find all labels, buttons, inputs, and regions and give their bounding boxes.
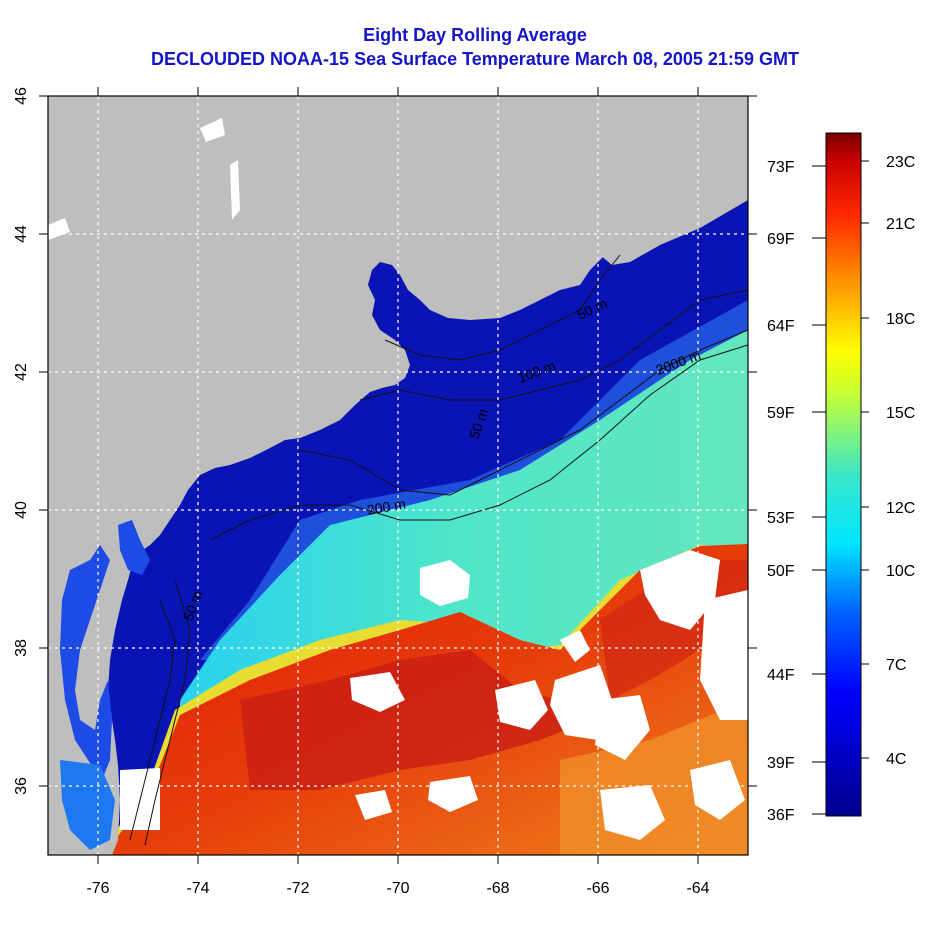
- contour-100m: [359, 289, 748, 401]
- lon-tick-label: -72: [286, 880, 309, 897]
- celsius-label: 10C: [886, 563, 915, 580]
- contour-200m: [299, 329, 748, 496]
- temperature-colorbar: [825, 132, 862, 817]
- fahrenheit-label: 44F: [767, 667, 795, 684]
- lon-tick-label: -64: [686, 880, 709, 897]
- contour-inner-shelf: [144, 579, 191, 846]
- fahrenheit-label: 69F: [767, 231, 795, 248]
- celsius-label: 4C: [886, 751, 906, 768]
- fahrenheit-label: 50F: [767, 563, 795, 580]
- contour-label: 200 m: [366, 495, 407, 518]
- celsius-label: 7C: [886, 657, 906, 674]
- map-subtitle: DECLOUDED NOAA-15 Sea Surface Temperatur…: [151, 49, 799, 69]
- lon-tick-label: -68: [486, 880, 509, 897]
- lon-tick-label: -74: [186, 880, 209, 897]
- axis-ticks: [39, 87, 757, 864]
- fahrenheit-label: 36F: [767, 807, 795, 824]
- lat-tick-label: 42: [13, 363, 30, 381]
- nova-scotia-land: [600, 96, 748, 265]
- lat-tick-label: 40: [13, 501, 30, 519]
- chesapeake-bay: [60, 545, 112, 780]
- latitude-labels: 46 44 42 40 38 36: [13, 87, 30, 795]
- contour-shelf-edge: [129, 599, 176, 841]
- pamlico-sound: [60, 760, 115, 850]
- lat-tick-label: 36: [13, 777, 30, 795]
- celsius-ticks: [861, 160, 869, 759]
- celsius-label: 18C: [886, 311, 915, 328]
- celsius-label: 23C: [886, 154, 915, 171]
- celsius-scale: 23C 21C 18C 15C 12C 10C 7C 4C: [886, 154, 915, 768]
- lakes: [48, 118, 240, 240]
- celsius-label: 21C: [886, 216, 915, 233]
- lat-tick-label: 44: [13, 225, 30, 243]
- bathymetry-contours: [129, 254, 748, 846]
- contour-2000m: [209, 344, 748, 541]
- celsius-label: 15C: [886, 405, 915, 422]
- lat-tick-label: 46: [13, 87, 30, 105]
- fahrenheit-label: 53F: [767, 510, 795, 527]
- lon-tick-label: -70: [386, 880, 409, 897]
- fahrenheit-label: 59F: [767, 405, 795, 422]
- fahrenheit-label: 64F: [767, 318, 795, 335]
- lat-tick-label: 38: [13, 639, 30, 657]
- lon-tick-label: -76: [86, 880, 109, 897]
- map-title: Eight Day Rolling Average: [363, 25, 587, 45]
- fahrenheit-scale: 73F 69F 64F 59F 53F 50F 44F 39F 36F: [767, 159, 795, 824]
- delaware-bay: [118, 520, 150, 575]
- fahrenheit-label: 39F: [767, 755, 795, 772]
- celsius-label: 12C: [886, 500, 915, 517]
- fahrenheit-ticks: [812, 165, 826, 815]
- longitude-labels: -76 -74 -72 -70 -68 -66 -64: [86, 880, 709, 897]
- gulf-stream-core: [240, 650, 590, 790]
- land-mass: [48, 96, 748, 855]
- fahrenheit-label: 73F: [767, 159, 795, 176]
- cloud-mask-regions: [120, 550, 748, 840]
- contour-50m: [384, 254, 621, 361]
- lon-tick-label: -66: [586, 880, 609, 897]
- sst-map-area: 50 m 100 m 2000 m 200 m 50 m 50 m: [48, 96, 748, 855]
- map-grid: [48, 96, 748, 855]
